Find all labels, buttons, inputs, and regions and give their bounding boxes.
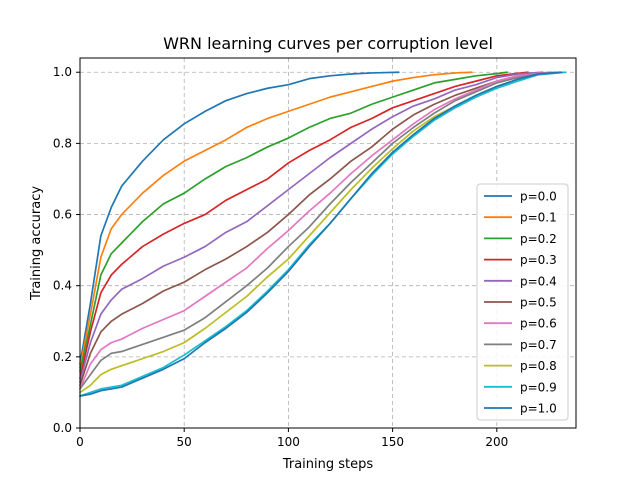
x-tick-label: 0 [76,435,84,449]
series-line-10 [79,71,563,397]
series-line-0 [79,71,400,365]
y-axis-title: Training accuracy [29,186,44,301]
series-line-1 [79,71,473,369]
y-tick-label: 0.2 [53,350,72,364]
legend-label: p=1.0 [520,402,557,416]
chart-title: WRN learning curves per corruption level [163,34,493,53]
y-tick-label: 0.0 [53,421,72,435]
legend-label: p=0.9 [520,380,557,394]
legend-label: p=0.4 [520,274,557,288]
series-line-7 [79,71,561,390]
series-layer [79,71,567,397]
legend-label: p=0.2 [520,232,557,246]
y-tick-label: 0.6 [53,208,72,222]
x-tick-label: 200 [485,435,508,449]
legend-label: p=0.5 [520,296,557,310]
series-line-9 [79,71,567,397]
x-tick-label: 50 [177,435,192,449]
legend-label: p=0.1 [520,211,557,225]
legend-label: p=0.3 [520,253,557,267]
series-line-2 [79,71,509,372]
x-axis-title: Training steps [282,457,374,472]
legend-label: p=0.0 [520,190,557,204]
legend-label: p=0.7 [520,338,557,352]
legend-label: p=0.8 [520,359,557,373]
y-tick-label: 1.0 [53,65,72,79]
series-line-4 [79,71,544,383]
legend-label: p=0.6 [520,317,557,331]
series-line-5 [79,71,552,387]
series-line-3 [79,71,529,380]
x-axis-ticks: 0 50 100 150 200 [76,428,508,449]
x-tick-label: 100 [277,435,300,449]
series-line-6 [79,71,557,390]
x-tick-label: 150 [381,435,404,449]
legend: p=0.0 p=0.1 p=0.2 p=0.3 p=0.4 p=0.5 p=0.6 p=0.7… [476,183,569,421]
y-tick-label: 0.8 [53,136,72,150]
y-tick-label: 0.4 [53,279,72,293]
plot-frame [79,57,577,429]
y-axis-ticks: 0.0 0.2 0.4 0.6 0.8 1.0 [53,65,80,435]
legend-box [476,183,569,421]
